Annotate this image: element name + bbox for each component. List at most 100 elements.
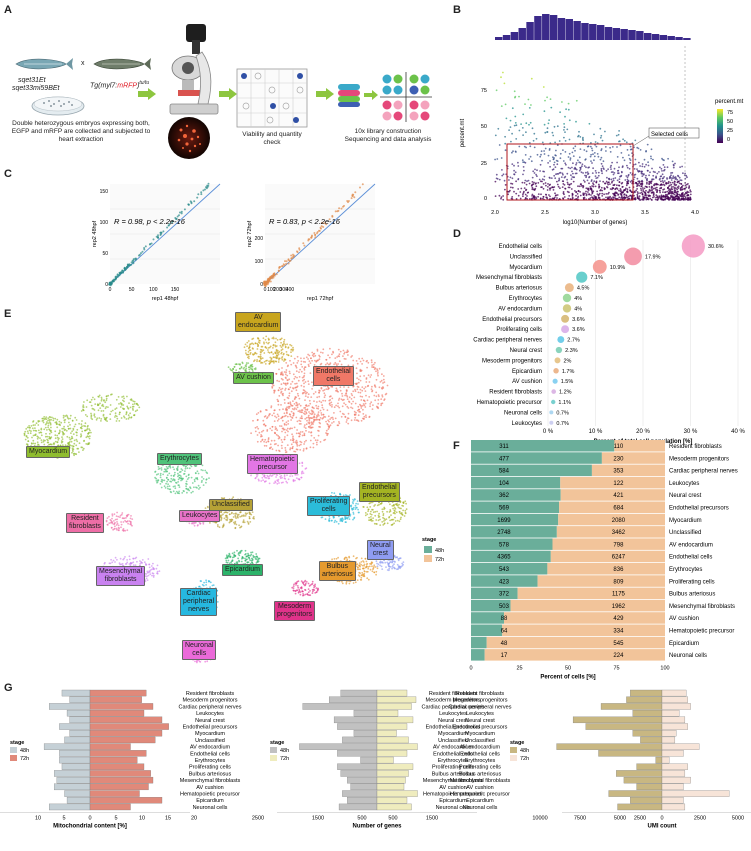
umap-point: [380, 398, 383, 400]
umap-point: [197, 472, 200, 475]
umap-point: [281, 419, 284, 422]
umap-point: [73, 425, 76, 428]
umap-point: [129, 521, 132, 523]
umap-point: [292, 479, 295, 481]
umap-point: [223, 497, 226, 499]
scatter-point: [587, 173, 589, 176]
umap-point: [254, 477, 257, 480]
scatter-point: [587, 191, 589, 193]
histogram-bar: [596, 25, 605, 40]
umap-point: [374, 361, 376, 364]
scatter-point: [494, 134, 497, 137]
umap-point: [54, 434, 57, 437]
scatter-point: [583, 181, 586, 183]
umap-point: [245, 365, 248, 368]
scatter-point: [604, 130, 606, 133]
scatter-point: [671, 199, 673, 201]
umap-point: [299, 440, 302, 443]
umap-point: [235, 513, 237, 515]
umap-point: [268, 414, 270, 417]
umap-point: [193, 480, 196, 483]
scatter-point: [615, 187, 618, 189]
umap-point: [192, 490, 194, 493]
scatter-point: [167, 224, 170, 227]
scatter-point: [629, 181, 632, 183]
umap-point: [38, 431, 41, 434]
umap-point: [336, 356, 338, 358]
umap-point: [240, 515, 243, 518]
umap-point: [247, 340, 250, 342]
umap-point: [115, 415, 118, 418]
umap-point: [172, 490, 175, 493]
umap-point: [341, 405, 344, 408]
scatter-point: [290, 254, 293, 257]
umap-point: [26, 444, 29, 447]
umap-point: [149, 569, 152, 571]
scatter-point: [607, 197, 609, 200]
scatter-point: [585, 190, 587, 193]
scatter-point: [611, 188, 613, 191]
umap-point: [261, 476, 264, 479]
umap-point: [348, 396, 351, 399]
umap-point: [366, 513, 369, 516]
scatter-point: [600, 134, 603, 137]
scatter-point: [509, 119, 512, 122]
scatter-point: [513, 90, 516, 93]
scatter-point: [574, 149, 576, 152]
umap-point: [73, 453, 75, 455]
scatter-point: [572, 180, 575, 183]
scatter-point: [677, 185, 680, 188]
umap-point: [244, 369, 247, 372]
umap-point: [304, 366, 306, 368]
umap-point: [170, 474, 173, 477]
umap-point: [277, 415, 280, 418]
umap-point: [357, 508, 359, 511]
scatter-point: [556, 144, 559, 147]
umap-point: [304, 408, 307, 411]
scatter-point: [527, 179, 530, 182]
umap-point: [329, 404, 332, 407]
umap-point: [114, 408, 117, 410]
umap-point: [271, 337, 274, 340]
umap-point: [383, 381, 386, 384]
umap-point: [316, 407, 318, 410]
scatter-point: [590, 187, 593, 190]
scatter-point: [660, 183, 663, 186]
scatter-point: [501, 174, 504, 177]
umap-point: [356, 372, 358, 375]
umap-point: [222, 523, 225, 526]
umap-point: [362, 413, 365, 415]
umap-point: [188, 467, 191, 470]
umap-point: [317, 429, 319, 432]
scatter-point: [641, 183, 644, 186]
scatter-point: [121, 271, 124, 274]
scatter-point: [678, 176, 681, 179]
umap-point: [270, 406, 273, 409]
umap-point: [365, 381, 368, 383]
scatter-point: [641, 165, 644, 168]
umap-point: [205, 481, 207, 484]
umap-point: [340, 398, 343, 401]
scatter-point: [350, 197, 353, 200]
umap-point: [284, 449, 287, 452]
umap-point: [232, 496, 235, 499]
scatter-point: [648, 195, 650, 197]
umap-point: [253, 368, 256, 370]
umap-point: [327, 415, 330, 418]
scatter-point: [617, 194, 619, 196]
category-label: Hematopoietic precursor: [477, 400, 542, 406]
scatter-point: [202, 189, 205, 192]
umap-point: [272, 360, 274, 363]
scatter-point: [533, 132, 536, 135]
umap-point: [320, 412, 323, 414]
umap-point: [367, 384, 370, 387]
umap-point: [350, 402, 353, 405]
umap-point: [292, 387, 295, 390]
umap-point: [367, 508, 370, 511]
umap-point: [298, 435, 301, 438]
umap-point: [383, 506, 386, 509]
scatter-point: [689, 198, 692, 201]
histogram-bar: [636, 31, 644, 40]
umap-point: [313, 416, 316, 419]
scatter-point: [547, 162, 549, 164]
